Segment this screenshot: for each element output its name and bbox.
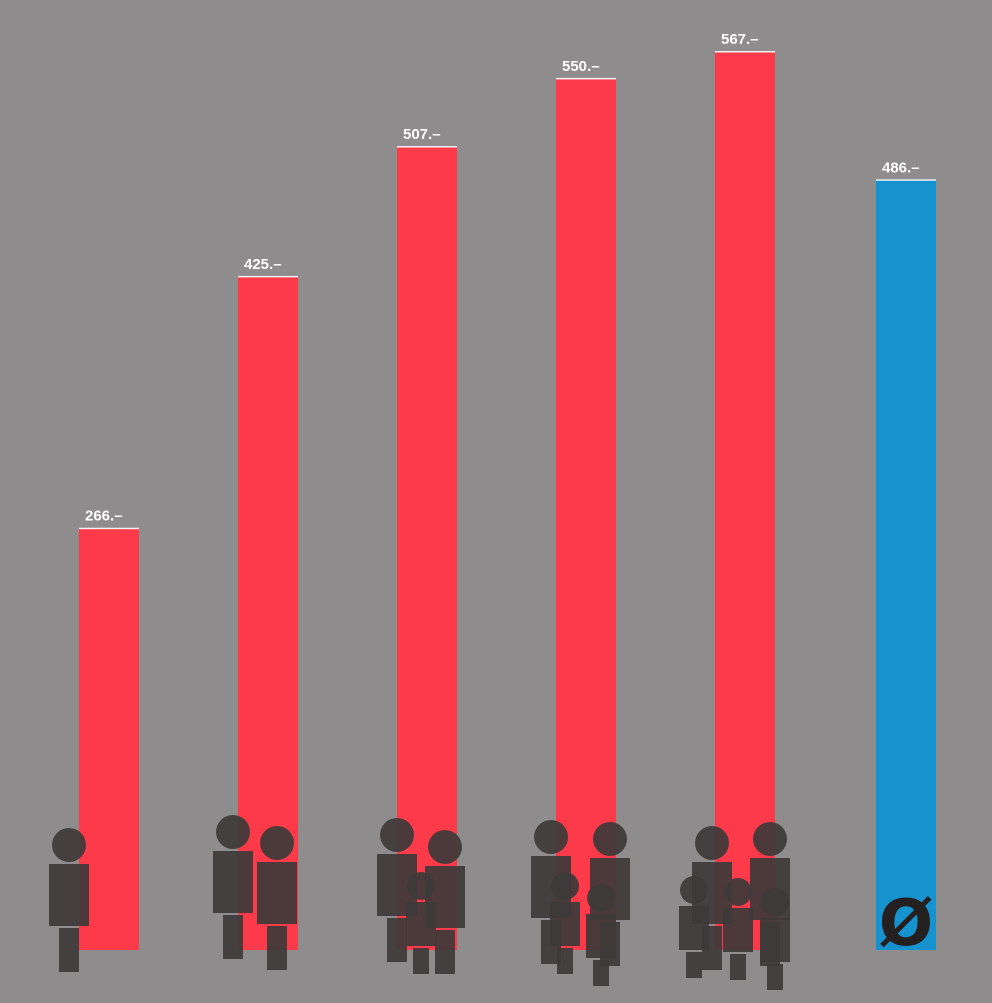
adult-head xyxy=(428,830,462,864)
adult-legs xyxy=(223,915,243,959)
adult-head xyxy=(216,815,250,849)
bar-value-label: 550.– xyxy=(562,58,600,75)
bar-top-edge xyxy=(876,179,936,181)
child-head xyxy=(724,878,752,906)
adult-legs xyxy=(435,930,455,974)
bar-top-edge xyxy=(715,51,775,53)
child-body xyxy=(406,902,436,946)
bar-top-edge xyxy=(556,77,616,80)
child-legs xyxy=(557,948,573,974)
child-legs xyxy=(730,954,746,980)
average-symbol: Ø xyxy=(879,887,933,961)
adult-head xyxy=(753,822,787,856)
child-head xyxy=(551,872,579,900)
child-legs xyxy=(686,952,702,978)
bar-average xyxy=(876,180,936,951)
adult-head xyxy=(260,826,294,860)
child-head xyxy=(680,876,708,904)
bar-4-persons xyxy=(556,78,616,950)
bar-top-edge xyxy=(238,275,298,278)
people-group-1 xyxy=(49,828,89,972)
adult-legs xyxy=(267,926,287,970)
bar-value-label: 425.– xyxy=(244,256,282,273)
adult-body xyxy=(257,862,297,924)
bar-top-edge xyxy=(397,146,457,148)
people-group-2 xyxy=(213,815,297,970)
adult-head xyxy=(380,818,414,852)
adult-legs xyxy=(387,918,407,962)
child-body xyxy=(550,902,580,946)
adult-head xyxy=(593,822,627,856)
adult-head xyxy=(52,828,86,862)
child-body xyxy=(760,918,790,962)
bar-top-edge xyxy=(79,527,139,530)
people-group-4 xyxy=(531,820,630,986)
adult-head xyxy=(695,826,729,860)
child-legs xyxy=(593,960,609,986)
bar-3-persons xyxy=(397,147,457,950)
bar-value-label: 486.– xyxy=(882,159,920,176)
adult-body xyxy=(49,864,89,926)
adult-head xyxy=(534,820,568,854)
people-group-3 xyxy=(377,818,465,974)
child-head xyxy=(761,888,789,916)
child-body xyxy=(723,908,753,952)
bar-value-label: 507.– xyxy=(403,126,441,143)
people-group-5 xyxy=(679,822,790,990)
bar-5-persons xyxy=(715,52,775,950)
adult-body xyxy=(213,851,253,913)
child-head xyxy=(407,872,435,900)
child-legs xyxy=(413,948,429,974)
child-legs xyxy=(767,964,783,990)
child-body xyxy=(586,914,616,958)
child-head xyxy=(587,884,615,912)
child-body xyxy=(679,906,709,950)
adult-legs xyxy=(59,928,79,972)
bar-value-label: 266.– xyxy=(85,508,123,525)
bar-value-label: 567.– xyxy=(721,31,759,48)
